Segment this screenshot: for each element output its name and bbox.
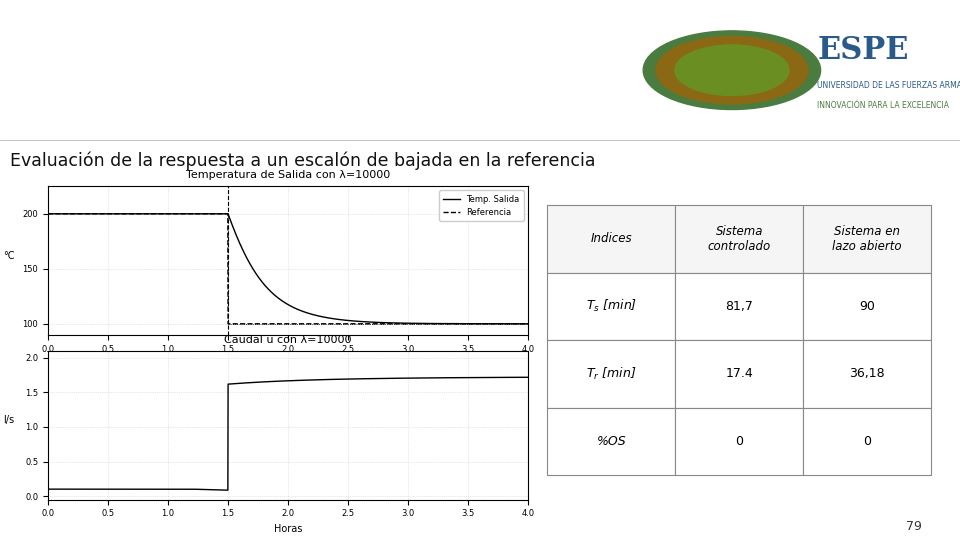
Referencia [276, 321, 287, 327]
X-axis label: Horas: Horas [274, 524, 302, 534]
Temp. Salida [42, 211, 54, 217]
Referencia [508, 321, 519, 327]
Temp. Salida [508, 321, 519, 327]
Line: Referencia: Referencia [48, 214, 528, 324]
Referencia [509, 321, 520, 327]
X-axis label: Horas: Horas [274, 359, 302, 369]
Circle shape [643, 31, 821, 110]
Legend: Temp. Salida, Referencia: Temp. Salida, Referencia [439, 191, 524, 221]
Text: Evaluación del DMC con el Modelo de: Evaluación del DMC con el Modelo de [10, 39, 592, 68]
Referencia [67, 211, 79, 217]
Line: Temp. Salida: Temp. Salida [48, 214, 528, 324]
Temp. Salida [263, 286, 275, 293]
Circle shape [675, 45, 789, 96]
Referencia [420, 321, 432, 327]
Referencia [263, 321, 275, 327]
Circle shape [656, 37, 808, 104]
Title: Temperatura de Salida con λ=10000: Temperatura de Salida con λ=10000 [186, 170, 390, 180]
Text: Evaluación de la respuesta a un escalón de bajada en la referencia: Evaluación de la respuesta a un escalón … [10, 151, 595, 170]
Temp. Salida [276, 297, 287, 303]
Y-axis label: °C: °C [3, 251, 14, 261]
Referencia [42, 211, 54, 217]
Text: INNOVACIÓN PARA LA EXCELENCIA: INNOVACIÓN PARA LA EXCELENCIA [818, 101, 949, 110]
Text: parámetros distribuidos: parámetros distribuidos [10, 98, 388, 128]
Temp. Salida [420, 320, 432, 327]
Referencia [522, 321, 534, 327]
Title: Caudal u con λ=10000: Caudal u con λ=10000 [225, 335, 351, 345]
Temp. Salida [508, 321, 519, 327]
Text: UNIVERSIDAD DE LAS FUERZAS ARMADAS: UNIVERSIDAD DE LAS FUERZAS ARMADAS [818, 82, 960, 90]
Text: 79: 79 [905, 520, 922, 533]
Temp. Salida [522, 321, 534, 327]
Y-axis label: l/s: l/s [3, 415, 14, 426]
Text: ESPE: ESPE [818, 35, 909, 66]
Temp. Salida [67, 211, 79, 217]
Referencia [223, 321, 234, 327]
